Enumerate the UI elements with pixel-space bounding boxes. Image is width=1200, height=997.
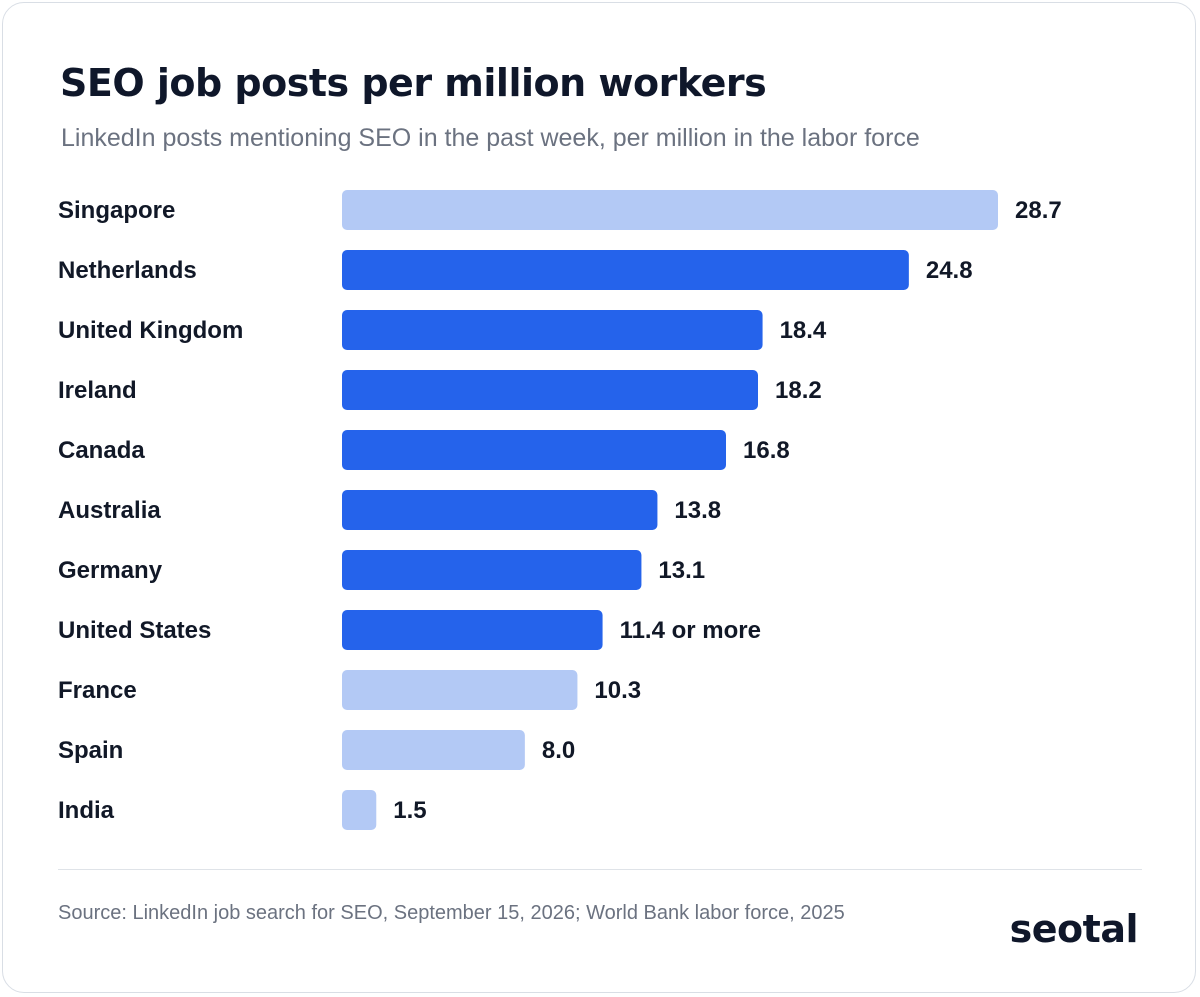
bar-singapore (342, 190, 998, 230)
bar-spain (342, 730, 525, 770)
category-label-canada: Canada (58, 437, 145, 464)
category-label-australia: Australia (58, 497, 161, 524)
category-label-ireland: Ireland (58, 377, 137, 404)
bar-france (342, 670, 578, 710)
value-label-germany: 13.1 (658, 557, 705, 584)
category-label-spain: Spain (58, 737, 123, 764)
value-label-netherlands: 24.8 (926, 257, 973, 284)
category-label-france: France (58, 677, 137, 704)
chart-title: SEO job posts per million workers (60, 61, 767, 105)
category-label-singapore: Singapore (58, 197, 175, 224)
value-label-ireland: 18.2 (775, 377, 822, 404)
bar-ireland (342, 370, 758, 410)
chart-subtitle: LinkedIn posts mentioning SEO in the pas… (61, 124, 920, 152)
bar-canada (342, 430, 726, 470)
source-note: Source: LinkedIn job search for SEO, Sep… (58, 902, 845, 924)
category-label-germany: Germany (58, 557, 163, 584)
bar-india (342, 790, 377, 830)
bar-germany (342, 550, 642, 590)
bar-australia (342, 490, 658, 530)
value-label-singapore: 28.7 (1015, 197, 1062, 224)
bar-united-states (342, 610, 603, 650)
footer-divider (58, 869, 1142, 870)
category-label-united-kingdom: United Kingdom (58, 317, 243, 344)
seotal-logo: seotal (1009, 907, 1139, 951)
value-label-australia: 13.8 (674, 497, 721, 524)
value-label-india: 1.5 (393, 797, 426, 824)
category-label-netherlands: Netherlands (58, 257, 197, 284)
value-label-france: 10.3 (594, 677, 641, 704)
category-label-united-states: United States (58, 617, 211, 644)
value-label-canada: 16.8 (743, 437, 790, 464)
value-label-united-kingdom: 18.4 (780, 317, 827, 344)
bar-netherlands (342, 250, 909, 290)
category-label-india: India (58, 797, 115, 824)
bar-united-kingdom (342, 310, 763, 350)
value-label-united-states: 11.4 or more (620, 617, 761, 644)
value-label-spain: 8.0 (542, 737, 575, 764)
